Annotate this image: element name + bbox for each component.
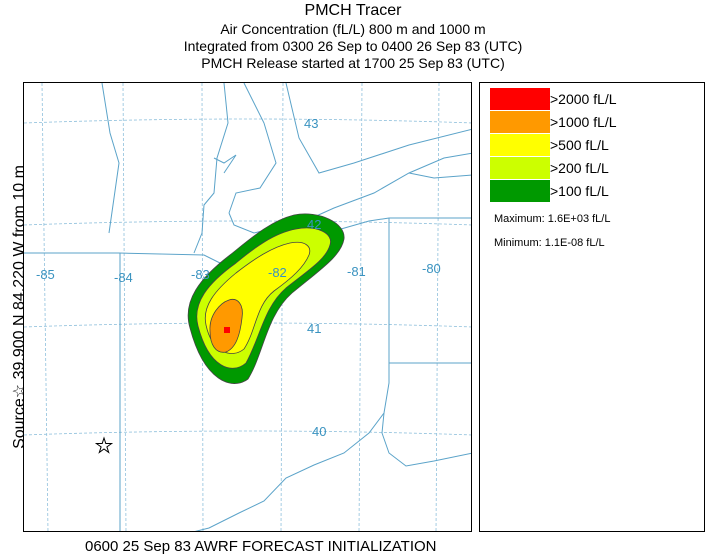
michigan-coast-west: [101, 83, 120, 234]
map-panel: -85 -84 -83 -82 -81 -80 43 42 41 40: [23, 82, 472, 532]
legend-swatch: [490, 180, 550, 202]
maximum-value: Maximum: 1.6E+03 fL/L: [494, 213, 611, 225]
map-canvas: -85 -84 -83 -82 -81 -80 43 42 41 40: [24, 83, 471, 531]
legend-label: >1000 fL/L: [550, 114, 617, 130]
michigan-mitten-east: [193, 83, 229, 254]
integration-period: Integrated from 0300 26 Sep to 0400 26 S…: [183, 38, 523, 54]
legend-label: >100 fL/L: [550, 183, 609, 199]
grid-labels: -85 -84 -83 -82 -81 -80 43 42 41 40: [36, 116, 441, 439]
legend-item: >100 fL/L: [490, 180, 700, 202]
legend-label: >2000 fL/L: [550, 91, 617, 107]
legend-swatch: [490, 88, 550, 110]
indiana-michigan-line: [24, 252, 221, 264]
longitude-label: -82: [268, 265, 287, 280]
release-start: PMCH Release started at 1700 25 Sep 83 (…: [201, 55, 505, 71]
contour-2000-peak: [224, 327, 230, 333]
forecast-footer: 0600 25 Sep 83 AWRF FORECAST INITIALIZAT…: [85, 538, 437, 555]
latitude-label: 42: [307, 217, 321, 232]
parallel-42: [24, 220, 471, 226]
legend-item: >2000 fL/L: [490, 88, 700, 110]
parallel-41: [24, 322, 471, 328]
meridian-81: [358, 83, 363, 531]
meridian-80: [435, 83, 440, 531]
legend-swatch: [490, 157, 550, 179]
lake-huron-shore: [228, 83, 277, 214]
concentration-plume: [187, 213, 345, 384]
parallel-43: [24, 118, 471, 124]
latitude-label: 41: [307, 321, 321, 336]
star-icon: [94, 436, 114, 454]
legend-item: >1000 fL/L: [490, 111, 700, 133]
longitude-label: -83: [191, 267, 210, 282]
legend-label: >500 fL/L: [550, 137, 609, 153]
map-title: PMCH Tracer: [304, 2, 402, 19]
minimum-value: Minimum: 1.1E-08 fL/L: [494, 237, 605, 249]
pennsylvania-ohio-line: [383, 218, 390, 414]
political-boundaries: [24, 83, 471, 531]
legend-label: >200 fL/L: [550, 160, 609, 176]
legend-panel: >2000 fL/L >1000 fL/L >500 fL/L >200 fL/L >1…: [479, 82, 705, 532]
meridian-84: [122, 83, 127, 531]
parallel-40: [24, 430, 471, 436]
concentration-subtitle: Air Concentration (fL/L) 800 m and 1000 …: [220, 21, 486, 37]
west-virginia-line: [381, 412, 471, 467]
longitude-label: -81: [347, 264, 366, 279]
ontario-shore: [285, 83, 471, 174]
border-ontario-ny: [408, 172, 471, 179]
ohio-river: [194, 412, 385, 531]
longitude-label: -85: [36, 267, 55, 282]
meridian-82: [280, 83, 284, 531]
lake-erie-north: [293, 152, 471, 227]
longitude-label: -84: [114, 270, 133, 285]
latitude-label: 40: [312, 424, 326, 439]
longitude-label: -80: [422, 261, 441, 276]
legend-item: >200 fL/L: [490, 157, 700, 179]
legend-swatch: [490, 111, 550, 133]
legend-swatch: [490, 134, 550, 156]
legend-item: >500 fL/L: [490, 134, 700, 156]
latitude-label: 43: [304, 116, 318, 131]
contour-1000: [209, 298, 243, 353]
meridian-85: [41, 83, 49, 531]
saginaw-bay: [213, 154, 237, 174]
